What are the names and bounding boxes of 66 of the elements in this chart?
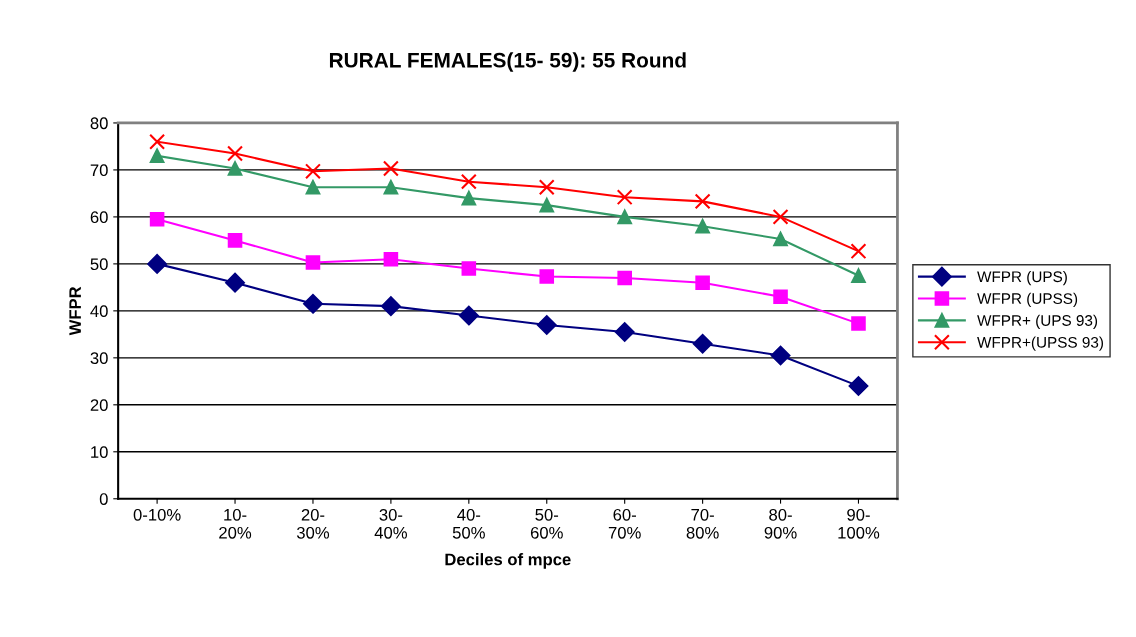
point <box>149 133 166 150</box>
point <box>695 275 710 290</box>
point <box>538 179 555 196</box>
point <box>695 219 710 234</box>
point <box>773 289 788 305</box>
point <box>851 268 866 283</box>
y-tick-label: 60 <box>90 211 108 224</box>
x-tick-label: 40- 50% <box>452 508 485 539</box>
legend-label: WFPR (UPSS) <box>977 292 1078 308</box>
point <box>536 315 557 335</box>
point <box>305 255 321 270</box>
x-tick-label: 50- 60% <box>530 508 563 539</box>
point <box>539 269 555 284</box>
point <box>381 296 401 317</box>
y-tick-label: 70 <box>90 164 108 177</box>
point <box>382 160 399 177</box>
point <box>692 333 713 354</box>
legend-label: WFPR+ (UPS 93) <box>977 314 1098 329</box>
x-tick-label: 30- 40% <box>374 508 407 539</box>
point <box>149 211 165 227</box>
point <box>851 316 866 331</box>
point <box>850 243 867 260</box>
point <box>383 180 399 195</box>
point <box>614 322 635 342</box>
point <box>460 173 477 190</box>
x-tick-label: 90- 100% <box>838 508 880 539</box>
legend-label: WFPR+(UPSS 93) <box>977 336 1103 351</box>
point <box>770 345 791 366</box>
y-tick-label: 10 <box>91 446 108 458</box>
point <box>461 190 477 206</box>
y-tick-label: 0 <box>99 493 108 505</box>
point <box>617 270 632 286</box>
point <box>461 261 477 276</box>
x-tick-label: 60- 70% <box>608 508 641 539</box>
point <box>539 197 555 213</box>
point <box>848 376 869 396</box>
point <box>225 272 245 293</box>
point <box>227 145 244 162</box>
x-tick-label: 80- 90% <box>764 508 797 539</box>
point <box>305 180 321 195</box>
point <box>617 209 632 225</box>
point <box>303 293 323 314</box>
y-tick-label: 40 <box>90 305 108 318</box>
point <box>304 163 321 180</box>
y-tick-label: 20 <box>90 399 108 412</box>
legend-label: WFPR (UPS) <box>977 270 1067 286</box>
x-tick-label: 0-10% <box>133 508 181 521</box>
point <box>458 305 479 326</box>
point <box>149 148 165 164</box>
y-tick-label: 80 <box>90 117 108 130</box>
point <box>616 189 633 206</box>
point <box>694 193 711 210</box>
point <box>227 161 243 176</box>
point <box>227 233 243 248</box>
x-tick-label: 70- 80% <box>686 508 719 539</box>
x-tick-label: 10- 20% <box>219 508 252 539</box>
y-tick-label: 50 <box>90 258 108 271</box>
x-axis-title: Deciles of mpce <box>445 553 571 569</box>
y-tick-label: 30 <box>90 352 108 365</box>
x-tick-label: 20- 30% <box>296 508 330 539</box>
point <box>772 208 789 225</box>
point <box>773 231 788 247</box>
point <box>147 254 167 274</box>
chart-title: RURAL FEMALES(15- 59): 55 Round <box>329 52 686 72</box>
point <box>383 251 399 267</box>
y-axis-title: WFPR <box>69 286 81 336</box>
